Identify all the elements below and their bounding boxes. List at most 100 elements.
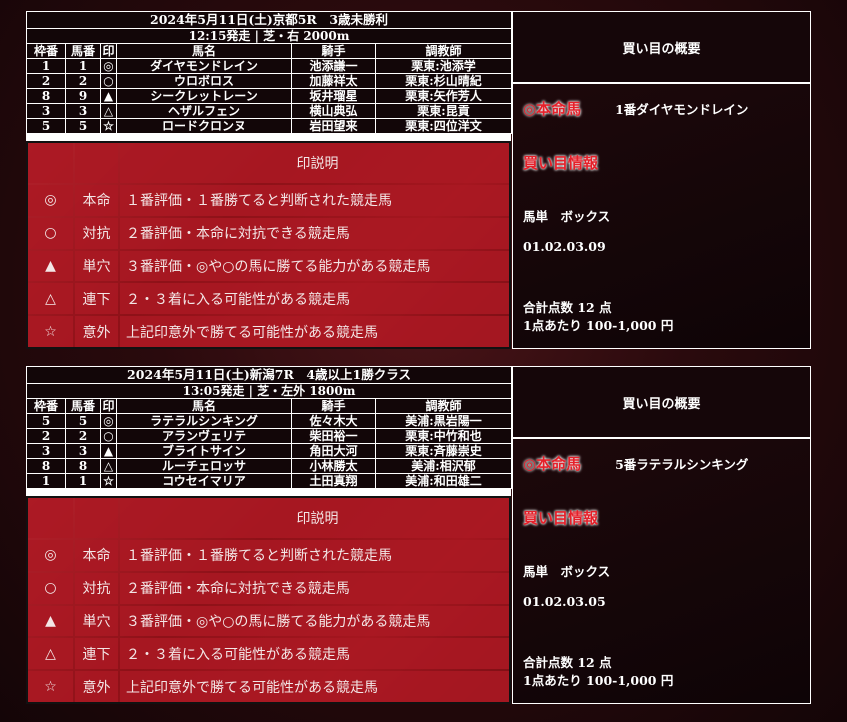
- table-cell: 8: [26, 88, 66, 104]
- legend-mark-name: 連下: [75, 638, 118, 670]
- race-section: 2024年5月11日(土)京都5R 3歳未勝利 12:15発走 | 芝・右 20…: [25, 11, 811, 349]
- column-header: 印: [100, 398, 117, 414]
- legend-mark-icon: ○: [28, 217, 73, 249]
- column-header: 騎手: [291, 398, 376, 414]
- table-row: 2 2 ○ アランヴェリテ 柴田裕一 栗東:中竹和也: [26, 428, 513, 444]
- table-cell: 5: [26, 118, 66, 134]
- table-cell: ウロボロス: [116, 73, 292, 89]
- table-cell: 9: [65, 88, 101, 104]
- legend-mark-icon: ○: [28, 572, 73, 604]
- summary-panel: 買い目の概要 ◎本命馬 5番ラテラルシンキング 買い目情報 馬単 ボックス 01.…: [512, 366, 811, 704]
- table-cell: ▲: [100, 88, 117, 104]
- table-cell: コウセイマリア: [116, 473, 292, 489]
- bet-numbers: 01.02.03.05: [523, 594, 606, 609]
- mark-legend: 印説明 ◎ 本命 １番評価・１番勝てると判断された競走馬 ○ 対抗 ２番評価・本命に対抗で…: [26, 141, 511, 349]
- table-cell: 3: [26, 103, 66, 119]
- legend-mark-icon: ◎: [28, 540, 73, 571]
- bet-total: 合計点数 12 点: [523, 655, 612, 670]
- column-header: 調教師: [374, 398, 513, 414]
- race-section: 2024年5月11日(土)新潟7R 4歳以上1勝クラス 13:05発走 | 芝・…: [25, 366, 811, 704]
- table-cell: ◎: [100, 58, 117, 74]
- honmei-horse: 1番ダイヤモンドレイン: [615, 102, 749, 117]
- legend-mark-desc: ２番評価・本命に対抗できる競走馬: [120, 572, 509, 604]
- table-cell: 2: [26, 73, 66, 89]
- bet-type: 馬単 ボックス: [523, 564, 611, 579]
- column-header: 印: [100, 43, 117, 59]
- legend-mark-name: 意外: [75, 671, 118, 702]
- table-cell: 美浦:黒岩陽一: [374, 413, 513, 429]
- legend-mark-desc: １番評価・１番勝てると判断された競走馬: [120, 185, 509, 216]
- table-cell: 池添謙一: [291, 58, 376, 74]
- table-cell: 1: [26, 473, 66, 489]
- table-cell: 小林勝太: [291, 458, 376, 474]
- legend-mark-desc: ３番評価・◎や○の馬に勝てる能力がある競走馬: [120, 605, 509, 637]
- legend-mark-icon: ◎: [28, 185, 73, 216]
- table-cell: ブライトサイン: [116, 443, 292, 459]
- table-cell: 5: [65, 413, 101, 429]
- legend-mark-desc: １番評価・１番勝てると判断された競走馬: [120, 540, 509, 571]
- table-cell: 佐々木大: [291, 413, 376, 429]
- legend-corner: [75, 143, 118, 183]
- legend-corner: [28, 498, 73, 538]
- table-cell: 栗東:杉山晴紀: [374, 73, 513, 89]
- bet-info-label: 買い目情報: [523, 154, 599, 172]
- bet-numbers: 01.02.03.09: [523, 239, 606, 254]
- legend-mark-name: 本命: [75, 540, 118, 571]
- table-cell: △: [100, 103, 117, 119]
- table-cell: 8: [26, 458, 66, 474]
- legend-mark-name: 単穴: [75, 605, 118, 637]
- table-cell: 3: [26, 443, 66, 459]
- table-cell: 2: [65, 73, 101, 89]
- legend-mark-icon: △: [28, 638, 73, 670]
- table-cell: 栗東:池添学: [374, 58, 513, 74]
- table-cell: 1: [65, 473, 101, 489]
- legend-mark-desc: 上記印意外で勝てる可能性がある競走馬: [120, 671, 509, 702]
- summary-body: ◎本命馬 5番ラテラルシンキング 買い目情報 馬単 ボックス 01.02.03.0…: [513, 439, 810, 703]
- legend-corner: [28, 143, 73, 183]
- table-cell: ロードクロンヌ: [116, 118, 292, 134]
- legend-mark-name: 本命: [75, 185, 118, 216]
- table-cell: 岩田望来: [291, 118, 376, 134]
- race-table: 2024年5月11日(土)新潟7R 4歳以上1勝クラス 13:05発走 | 芝・…: [25, 366, 513, 489]
- table-cell: ▲: [100, 443, 117, 459]
- summary-header: 買い目の概要: [513, 12, 810, 82]
- summary-header: 買い目の概要: [513, 367, 810, 437]
- honmei-horse: 5番ラテラルシンキング: [615, 457, 749, 472]
- legend-mark-desc: ２・３着に入る可能性がある競走馬: [120, 283, 509, 315]
- table-cell: 2: [65, 428, 101, 444]
- legend-title: 印説明: [120, 498, 509, 538]
- race-title: 2024年5月11日(土)京都5R 3歳未勝利: [25, 11, 513, 29]
- table-cell: ☆: [100, 473, 117, 489]
- race-subtitle: 12:15発走 | 芝・右 2000m: [25, 28, 513, 44]
- table-cell: 柴田裕一: [291, 428, 376, 444]
- column-header: 馬番: [65, 43, 101, 59]
- table-cell: 角田大河: [291, 443, 376, 459]
- table-cell: ◎: [100, 413, 117, 429]
- table-cell: 土田真翔: [291, 473, 376, 489]
- table-row: 5 5 ☆ ロードクロンヌ 岩田望来 栗東:四位洋文: [26, 118, 513, 134]
- table-cell: △: [100, 458, 117, 474]
- column-header: 調教師: [374, 43, 513, 59]
- table-cell: ヘザルフェン: [116, 103, 292, 119]
- bet-per-point: 1点あたり 100-1,000 円: [523, 318, 674, 333]
- table-row: 3 3 ▲ ブライトサイン 角田大河 栗東:斉藤崇史: [26, 443, 513, 459]
- table-cell: 加藤祥太: [291, 73, 376, 89]
- table-cell: ルーチェロッサ: [116, 458, 292, 474]
- column-header: 馬名: [116, 43, 292, 59]
- table-cell: 美浦:相沢郁: [374, 458, 513, 474]
- legend-title: 印説明: [120, 143, 509, 183]
- summary-body: ◎本命馬 1番ダイヤモンドレイン 買い目情報 馬単 ボックス 01.02.03.0…: [513, 84, 810, 348]
- table-cell: 栗東:中竹和也: [374, 428, 513, 444]
- table-cell: シークレットレーン: [116, 88, 292, 104]
- legend-mark-desc: ２・３着に入る可能性がある競走馬: [120, 638, 509, 670]
- table-cell: 3: [65, 103, 101, 119]
- table-cell: 栗東:矢作芳人: [374, 88, 513, 104]
- table-cell: 5: [26, 413, 66, 429]
- table-row: 2 2 ○ ウロボロス 加藤祥太 栗東:杉山晴紀: [26, 73, 513, 89]
- table-cell: 坂井瑠星: [291, 88, 376, 104]
- table-row: 8 8 △ ルーチェロッサ 小林勝太 美浦:相沢郁: [26, 458, 513, 474]
- legend-mark-icon: △: [28, 283, 73, 315]
- mark-legend: 印説明 ◎ 本命 １番評価・１番勝てると判断された競走馬 ○ 対抗 ２番評価・本命に対抗で…: [26, 496, 511, 704]
- table-row: 1 1 ☆ コウセイマリア 土田真翔 美浦:和田雄二: [26, 473, 513, 489]
- column-header: 馬名: [116, 398, 292, 414]
